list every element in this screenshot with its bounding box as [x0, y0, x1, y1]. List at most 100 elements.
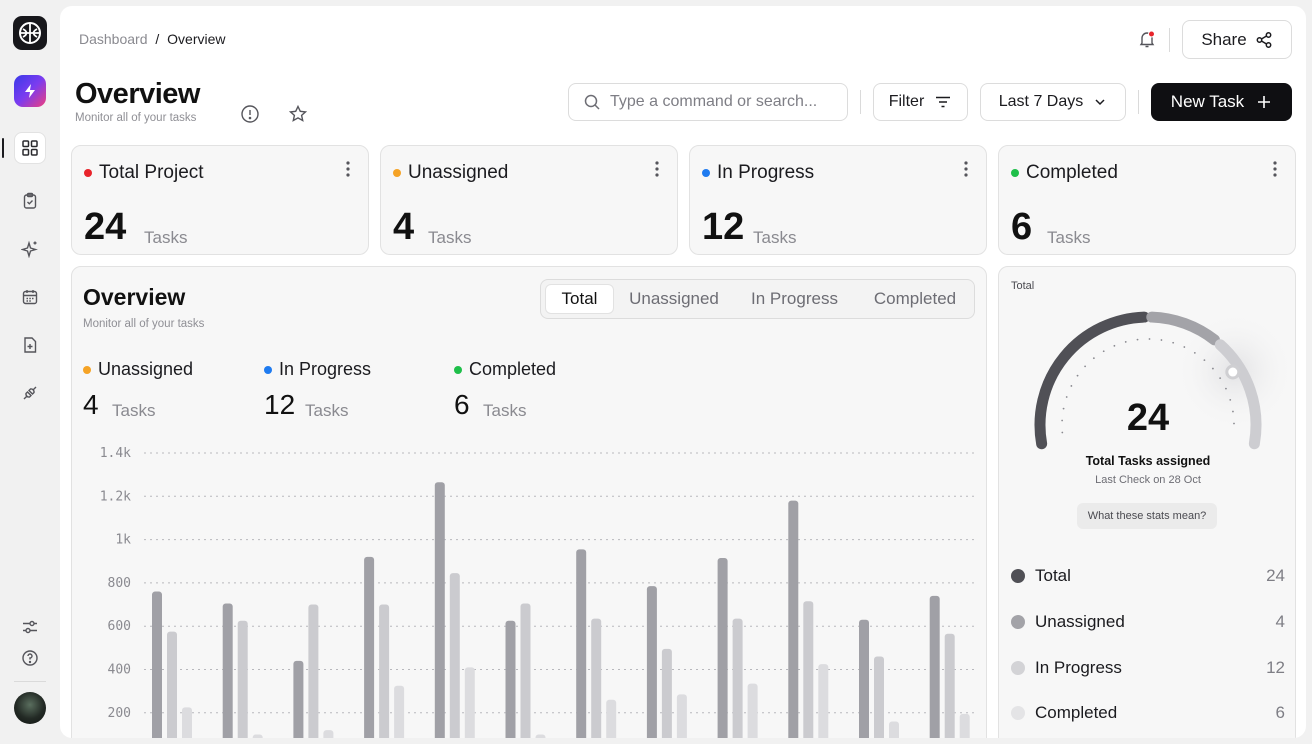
stat-card-unassigned[interactable]: Unassigned 4 Tasks: [380, 145, 678, 255]
clipboard-check-icon: [23, 192, 37, 209]
gauge-legend-in-progress: In Progress 12: [1011, 657, 1285, 679]
share-button[interactable]: Share: [1182, 20, 1292, 59]
chart-bar[interactable]: [818, 664, 829, 738]
chart-bar[interactable]: [803, 601, 814, 738]
more-vertical-icon[interactable]: [964, 160, 968, 178]
tab-in-progress[interactable]: In Progress: [751, 289, 838, 308]
stat-value: 24: [84, 206, 127, 248]
gauge-tick: [1124, 341, 1127, 343]
stats-help-button[interactable]: What these stats mean?: [1077, 503, 1217, 529]
chart-bar[interactable]: [167, 631, 177, 738]
chart-bar[interactable]: [364, 556, 375, 738]
gauge-tick: [1070, 385, 1073, 387]
chart-bar[interactable]: [747, 683, 758, 738]
more-vertical-icon[interactable]: [1273, 160, 1277, 178]
status-dot: [702, 169, 710, 177]
gauge-legend-value: 12: [1266, 658, 1285, 677]
gauge-handle[interactable]: [1225, 364, 1241, 380]
chart-bar[interactable]: [717, 558, 728, 738]
chart-bar[interactable]: [929, 595, 940, 738]
nav-dashboard[interactable]: [14, 132, 46, 164]
chart-bar[interactable]: [252, 734, 263, 738]
chart-bar[interactable]: [591, 618, 602, 738]
sidebar-divider: [14, 681, 46, 682]
breadcrumb-parent[interactable]: Dashboard: [79, 31, 148, 47]
stat-label-text: Completed: [1026, 162, 1118, 183]
legend-unassigned: Unassigned: [83, 359, 193, 380]
chart-bar[interactable]: [434, 482, 445, 738]
legend-dot: [1011, 615, 1025, 629]
nav-documents[interactable]: [14, 329, 46, 361]
chart-bar[interactable]: [237, 620, 248, 738]
gauge-tick: [1061, 419, 1064, 422]
gauge-tick: [1062, 407, 1065, 410]
tab-unassigned[interactable]: Unassigned: [629, 289, 719, 308]
legend-label: Unassigned: [98, 359, 194, 379]
nav-help[interactable]: [14, 642, 46, 674]
chart-bar[interactable]: [308, 604, 319, 738]
chart-bar[interactable]: [606, 699, 617, 738]
stat-label-text: In Progress: [717, 162, 815, 183]
more-vertical-icon[interactable]: [346, 160, 350, 178]
stat-card-completed[interactable]: Completed 6 Tasks: [998, 145, 1296, 255]
stat-card-in-progress[interactable]: In Progress 12 Tasks: [689, 145, 987, 255]
gauge-tick: [1212, 367, 1214, 370]
chart-bar[interactable]: [676, 694, 687, 738]
chart-bar[interactable]: [394, 685, 405, 738]
stat-value: 6: [1011, 206, 1033, 248]
info-button[interactable]: [240, 104, 260, 124]
favorite-button[interactable]: [288, 104, 308, 124]
nav-ai[interactable]: [14, 233, 46, 265]
stat-unit: Tasks: [144, 228, 188, 247]
new-task-button[interactable]: New Task: [1151, 83, 1292, 121]
date-range-select[interactable]: Last 7 Days: [980, 83, 1126, 121]
nav-preferences[interactable]: [14, 611, 46, 643]
chart-bar[interactable]: [379, 604, 390, 738]
chart-bar[interactable]: [505, 620, 516, 738]
chart-bar[interactable]: [464, 667, 475, 738]
gauge-legend-unassigned: Unassigned 4: [1011, 611, 1285, 633]
search-input[interactable]: Type a command or search...: [568, 83, 848, 121]
nav-tasks[interactable]: [14, 185, 46, 217]
more-vertical-icon[interactable]: [655, 160, 659, 178]
app-logo[interactable]: [13, 16, 47, 50]
chart-bar[interactable]: [788, 500, 799, 738]
chart-bar[interactable]: [576, 549, 587, 738]
chart-bar[interactable]: [646, 586, 657, 738]
chart-bar[interactable]: [182, 707, 192, 738]
y-tick-label: 200: [108, 706, 131, 721]
chart-bar[interactable]: [535, 734, 546, 738]
bolt-icon: [25, 84, 35, 98]
chart-bar[interactable]: [449, 573, 460, 738]
gauge-last-check: Last Check on 28 Oct: [1095, 474, 1201, 486]
stat-card-total-project[interactable]: Total Project 24 Tasks: [71, 145, 369, 255]
chart-bar[interactable]: [520, 603, 531, 738]
chart-bar[interactable]: [293, 660, 304, 738]
nav-integrations[interactable]: [14, 377, 46, 409]
notifications-button[interactable]: [1137, 29, 1157, 49]
tab-completed[interactable]: Completed: [873, 289, 957, 308]
gauge-tick: [1193, 351, 1196, 354]
chart-bar[interactable]: [889, 721, 899, 738]
chart-bar[interactable]: [859, 619, 869, 738]
workspace-avatar[interactable]: [14, 75, 46, 107]
filter-button[interactable]: Filter: [873, 83, 968, 121]
grid-icon: [22, 140, 38, 156]
stat-label: In Progress: [702, 162, 814, 184]
chart-bar[interactable]: [959, 713, 970, 738]
stat-unit: Tasks: [753, 228, 797, 247]
info-icon: [241, 105, 259, 123]
chart-bar[interactable]: [944, 633, 955, 738]
user-avatar[interactable]: [14, 692, 46, 724]
chart-bar[interactable]: [874, 656, 884, 738]
chart-bar[interactable]: [661, 648, 672, 738]
stat-unit: Tasks: [428, 228, 472, 247]
chart-bar[interactable]: [222, 603, 233, 738]
main-content: Dashboard / Overview Share Overview Moni…: [60, 6, 1306, 738]
chart-bar[interactable]: [732, 618, 743, 738]
chart-bar[interactable]: [152, 591, 162, 738]
chart-bar[interactable]: [323, 730, 334, 738]
tab-total[interactable]: Total: [545, 284, 614, 314]
nav-calendar[interactable]: [14, 281, 46, 313]
y-tick-label: 400: [108, 663, 131, 678]
